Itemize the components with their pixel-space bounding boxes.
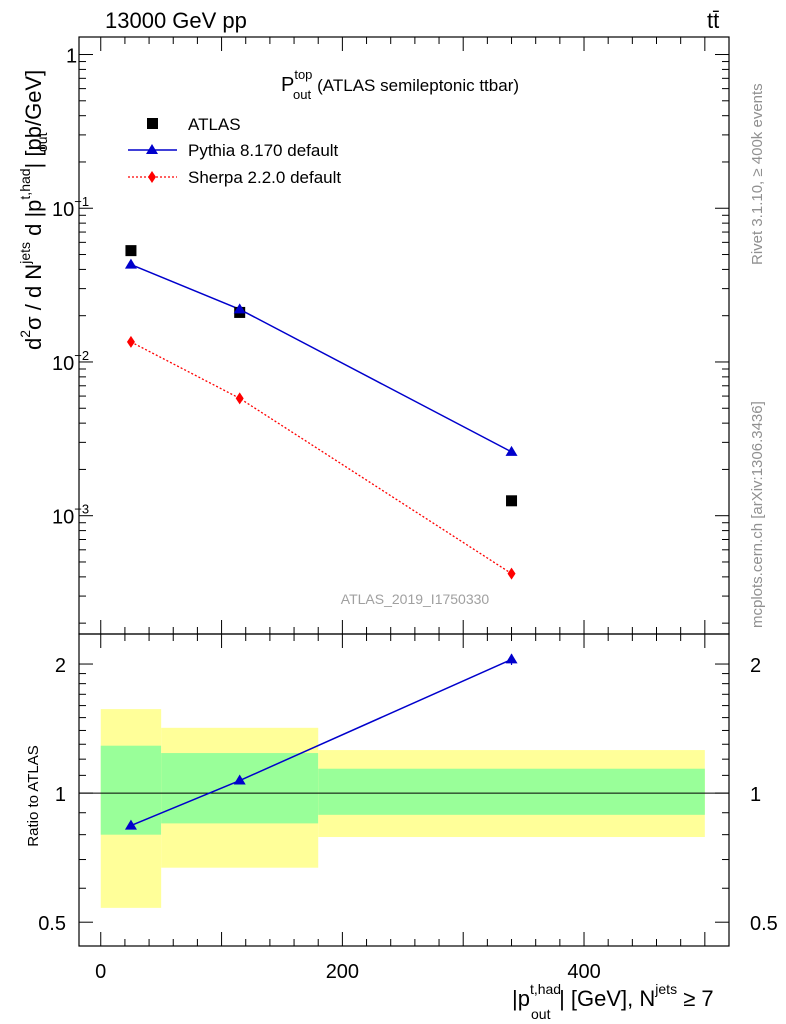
main-panel: 1 10−1 10−2 10−3 Ptop (ATLAS semileptonic t…	[17, 36, 730, 635]
main-ytick-label: 10−2	[52, 348, 89, 375]
ratio-xtick-label: 0	[95, 961, 106, 983]
main-frame	[78, 36, 730, 635]
main-ytick-label: 1	[66, 46, 77, 68]
mcplots-label: mcplots.cern.ch [arXiv:1306.3436]	[749, 401, 766, 628]
main-ytick-label: 10−1	[52, 194, 89, 221]
xlabel: |pt,had| [GeV], Njets ≥ 7	[512, 981, 714, 1011]
pythia-point	[233, 303, 246, 314]
ratio-ytick-label-right: 2	[750, 655, 761, 677]
main-ytick-label: 10−3	[52, 502, 89, 529]
main-marks	[124, 245, 518, 580]
atlas-point	[506, 495, 518, 507]
ratio-frame	[78, 633, 730, 947]
legend-pythia-marker	[146, 144, 158, 154]
ratio-band-inner	[318, 768, 705, 815]
ratio-pythia-point	[233, 774, 246, 785]
pythia-point	[505, 445, 518, 456]
ratio-ytick-label: 1	[55, 784, 66, 806]
ratio-panel: 2 2 1 1 0.5 0.5 0 200 400 Ratio to ATLAS |pt,had…	[25, 633, 778, 1022]
legend-sherpa-label: Sherpa 2.2.0 default	[188, 168, 341, 187]
energy-label: 13000 GeV pp	[105, 8, 247, 33]
rivet-label: Rivet 3.1.10, ≥ 400k events	[749, 83, 766, 265]
pythia-line	[130, 263, 512, 453]
main-title-sub: out	[293, 87, 311, 102]
atlas-point	[125, 245, 137, 257]
legend-pythia-label: Pythia 8.170 default	[188, 141, 339, 160]
main-ylabel-sub: out	[34, 132, 50, 152]
ratio-xtick-label: 400	[567, 961, 600, 983]
ratio-xtick-label: 200	[326, 961, 359, 983]
analysis-watermark: ATLAS_2019_I1750330	[341, 591, 490, 607]
main-title: Ptop (ATLAS semileptonic ttbar)	[281, 67, 519, 96]
legend-atlas-label: ATLAS	[188, 115, 241, 134]
main-ticks: 1 10−1 10−2 10−3	[52, 37, 729, 634]
ratio-marks	[124, 653, 518, 830]
xlabel-sub: out	[531, 1006, 551, 1022]
ratio-ytick-label: 2	[55, 655, 66, 677]
process-label: tt̄	[707, 8, 719, 33]
sherpa-point	[507, 567, 516, 580]
ratio-pythia-point	[124, 819, 137, 830]
ratio-ylabel: Ratio to ATLAS	[25, 745, 42, 846]
ratio-ytick-label: 0.5	[38, 913, 66, 935]
pythia-point	[124, 258, 137, 269]
sherpa-point	[126, 335, 135, 348]
legend-atlas-marker	[147, 118, 158, 129]
ratio-pythia-point	[505, 653, 518, 664]
ratio-bands	[79, 709, 729, 908]
sherpa-point	[235, 392, 244, 405]
legend-sherpa-marker	[148, 171, 156, 183]
ratio-ytick-label-right: 0.5	[750, 913, 778, 935]
ratio-ticks: 2 2 1 1 0.5 0.5 0 200 400	[38, 634, 778, 983]
legend: ATLAS Pythia 8.170 default Sherpa 2.2.0 …	[128, 115, 341, 187]
ratio-ytick-label-right: 1	[750, 784, 761, 806]
ratio-band-inner	[161, 753, 319, 824]
sherpa-line	[130, 341, 512, 575]
main-ylabel: d2σ / d Njets d |pt,had| [pb/GeV]	[17, 70, 46, 350]
